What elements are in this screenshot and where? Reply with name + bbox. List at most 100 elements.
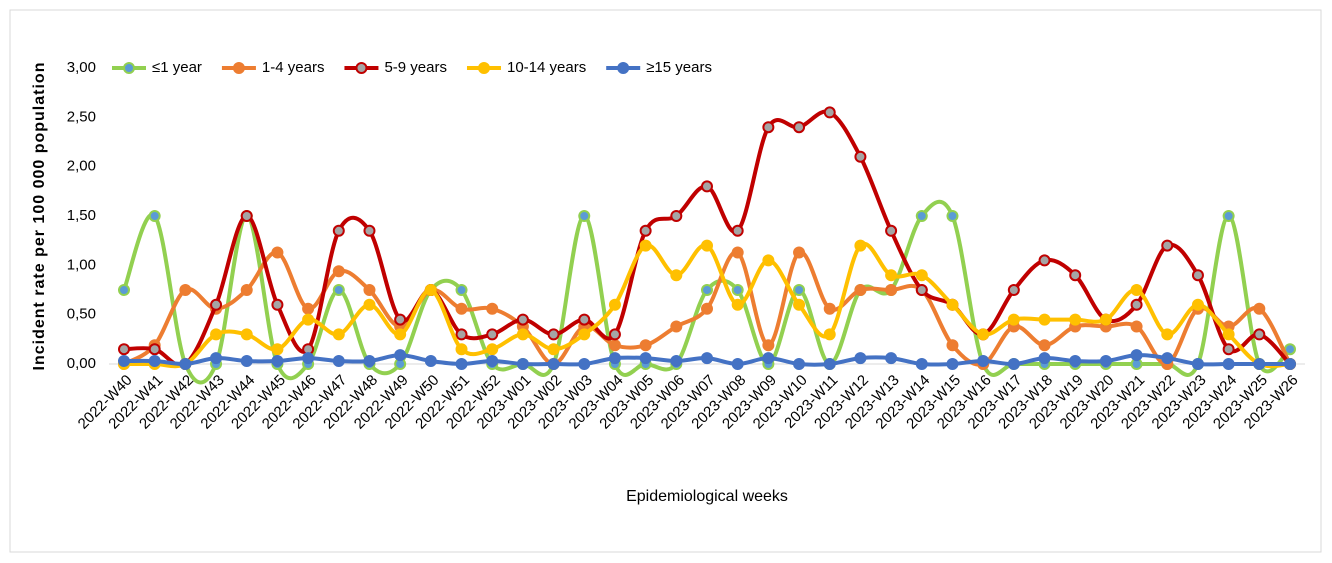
data-point	[516, 358, 529, 370]
data-point	[731, 246, 744, 259]
data-point	[885, 224, 898, 237]
legend-marker	[617, 62, 630, 74]
data-point	[1130, 349, 1143, 362]
y-tick-label: 0,50	[67, 306, 96, 323]
data-point	[547, 358, 560, 370]
data-point	[1007, 284, 1020, 296]
data-point	[608, 339, 621, 352]
data-point	[854, 239, 867, 252]
data-point	[731, 284, 744, 296]
data-point	[1161, 328, 1174, 341]
data-point	[179, 284, 192, 296]
data-point	[823, 328, 836, 341]
data-point	[823, 358, 836, 370]
data-point	[486, 355, 499, 368]
data-point	[1130, 298, 1143, 311]
data-point	[1007, 358, 1020, 370]
y-tick-label: 3,00	[67, 59, 96, 76]
data-point	[118, 284, 130, 296]
data-point	[578, 328, 591, 341]
data-point	[1007, 313, 1020, 326]
data-point	[701, 239, 713, 252]
data-point	[363, 224, 376, 237]
data-point	[271, 298, 284, 311]
data-point	[608, 328, 621, 341]
data-point	[1222, 358, 1235, 370]
data-point	[854, 150, 867, 163]
data-point	[701, 352, 713, 365]
data-point	[302, 302, 315, 315]
data-point	[332, 355, 345, 368]
data-point	[915, 210, 928, 222]
data-point	[363, 298, 376, 311]
data-point	[271, 343, 284, 356]
data-point	[302, 313, 315, 326]
data-point	[639, 239, 652, 252]
data-point	[547, 328, 560, 341]
data-point	[854, 352, 867, 365]
data-point	[455, 343, 468, 356]
data-point	[486, 328, 499, 341]
data-point	[1253, 358, 1266, 370]
data-point	[1038, 352, 1051, 365]
legend-marker	[123, 62, 135, 74]
data-point	[1130, 320, 1143, 333]
data-point	[793, 358, 806, 370]
data-point	[608, 298, 621, 311]
data-point	[701, 180, 713, 193]
data-point	[1222, 328, 1235, 341]
data-point	[118, 343, 130, 356]
data-point	[1161, 239, 1174, 252]
data-point	[823, 106, 836, 119]
data-point	[670, 269, 683, 282]
data-point	[915, 269, 928, 282]
data-point	[516, 313, 529, 326]
data-point	[148, 210, 161, 222]
data-point	[793, 121, 806, 134]
data-point	[762, 352, 775, 365]
data-point	[639, 352, 652, 365]
data-point	[1069, 313, 1082, 326]
data-point	[547, 343, 560, 356]
data-point	[394, 349, 407, 362]
data-point	[670, 210, 683, 222]
legend-label: 1-4 years	[262, 59, 325, 76]
y-tick-label: 1,00	[67, 256, 96, 273]
data-point	[885, 284, 898, 296]
data-point	[823, 302, 836, 315]
data-point	[701, 302, 713, 315]
data-point	[946, 210, 959, 222]
data-point	[455, 328, 468, 341]
legend-label: ≥15 years	[646, 59, 712, 76]
y-axis-title: Incident rate per 100 000 population	[31, 62, 48, 371]
data-point	[885, 352, 898, 365]
data-point	[486, 343, 499, 356]
data-point	[148, 355, 161, 368]
data-point	[946, 358, 959, 370]
legend-label: 5-9 years	[384, 59, 447, 76]
data-point	[731, 224, 744, 237]
data-point	[332, 284, 345, 296]
data-point	[363, 355, 376, 368]
legend-marker	[232, 62, 245, 74]
legend-label: 10-14 years	[507, 59, 586, 76]
data-point	[332, 328, 345, 341]
data-point	[1161, 352, 1174, 365]
data-point	[271, 355, 284, 368]
data-point	[762, 121, 775, 134]
data-point	[977, 355, 990, 368]
data-point	[793, 246, 806, 259]
data-point	[118, 355, 130, 368]
data-point	[332, 265, 345, 278]
data-point	[701, 284, 713, 296]
data-point	[731, 358, 744, 370]
data-point	[1099, 313, 1112, 326]
data-point	[885, 269, 898, 282]
data-point	[1222, 210, 1235, 222]
data-point	[670, 320, 683, 333]
data-point	[1253, 302, 1266, 315]
y-tick-label: 2,00	[67, 158, 96, 175]
data-point	[608, 352, 621, 365]
data-point	[1191, 358, 1204, 370]
data-point	[639, 224, 652, 237]
